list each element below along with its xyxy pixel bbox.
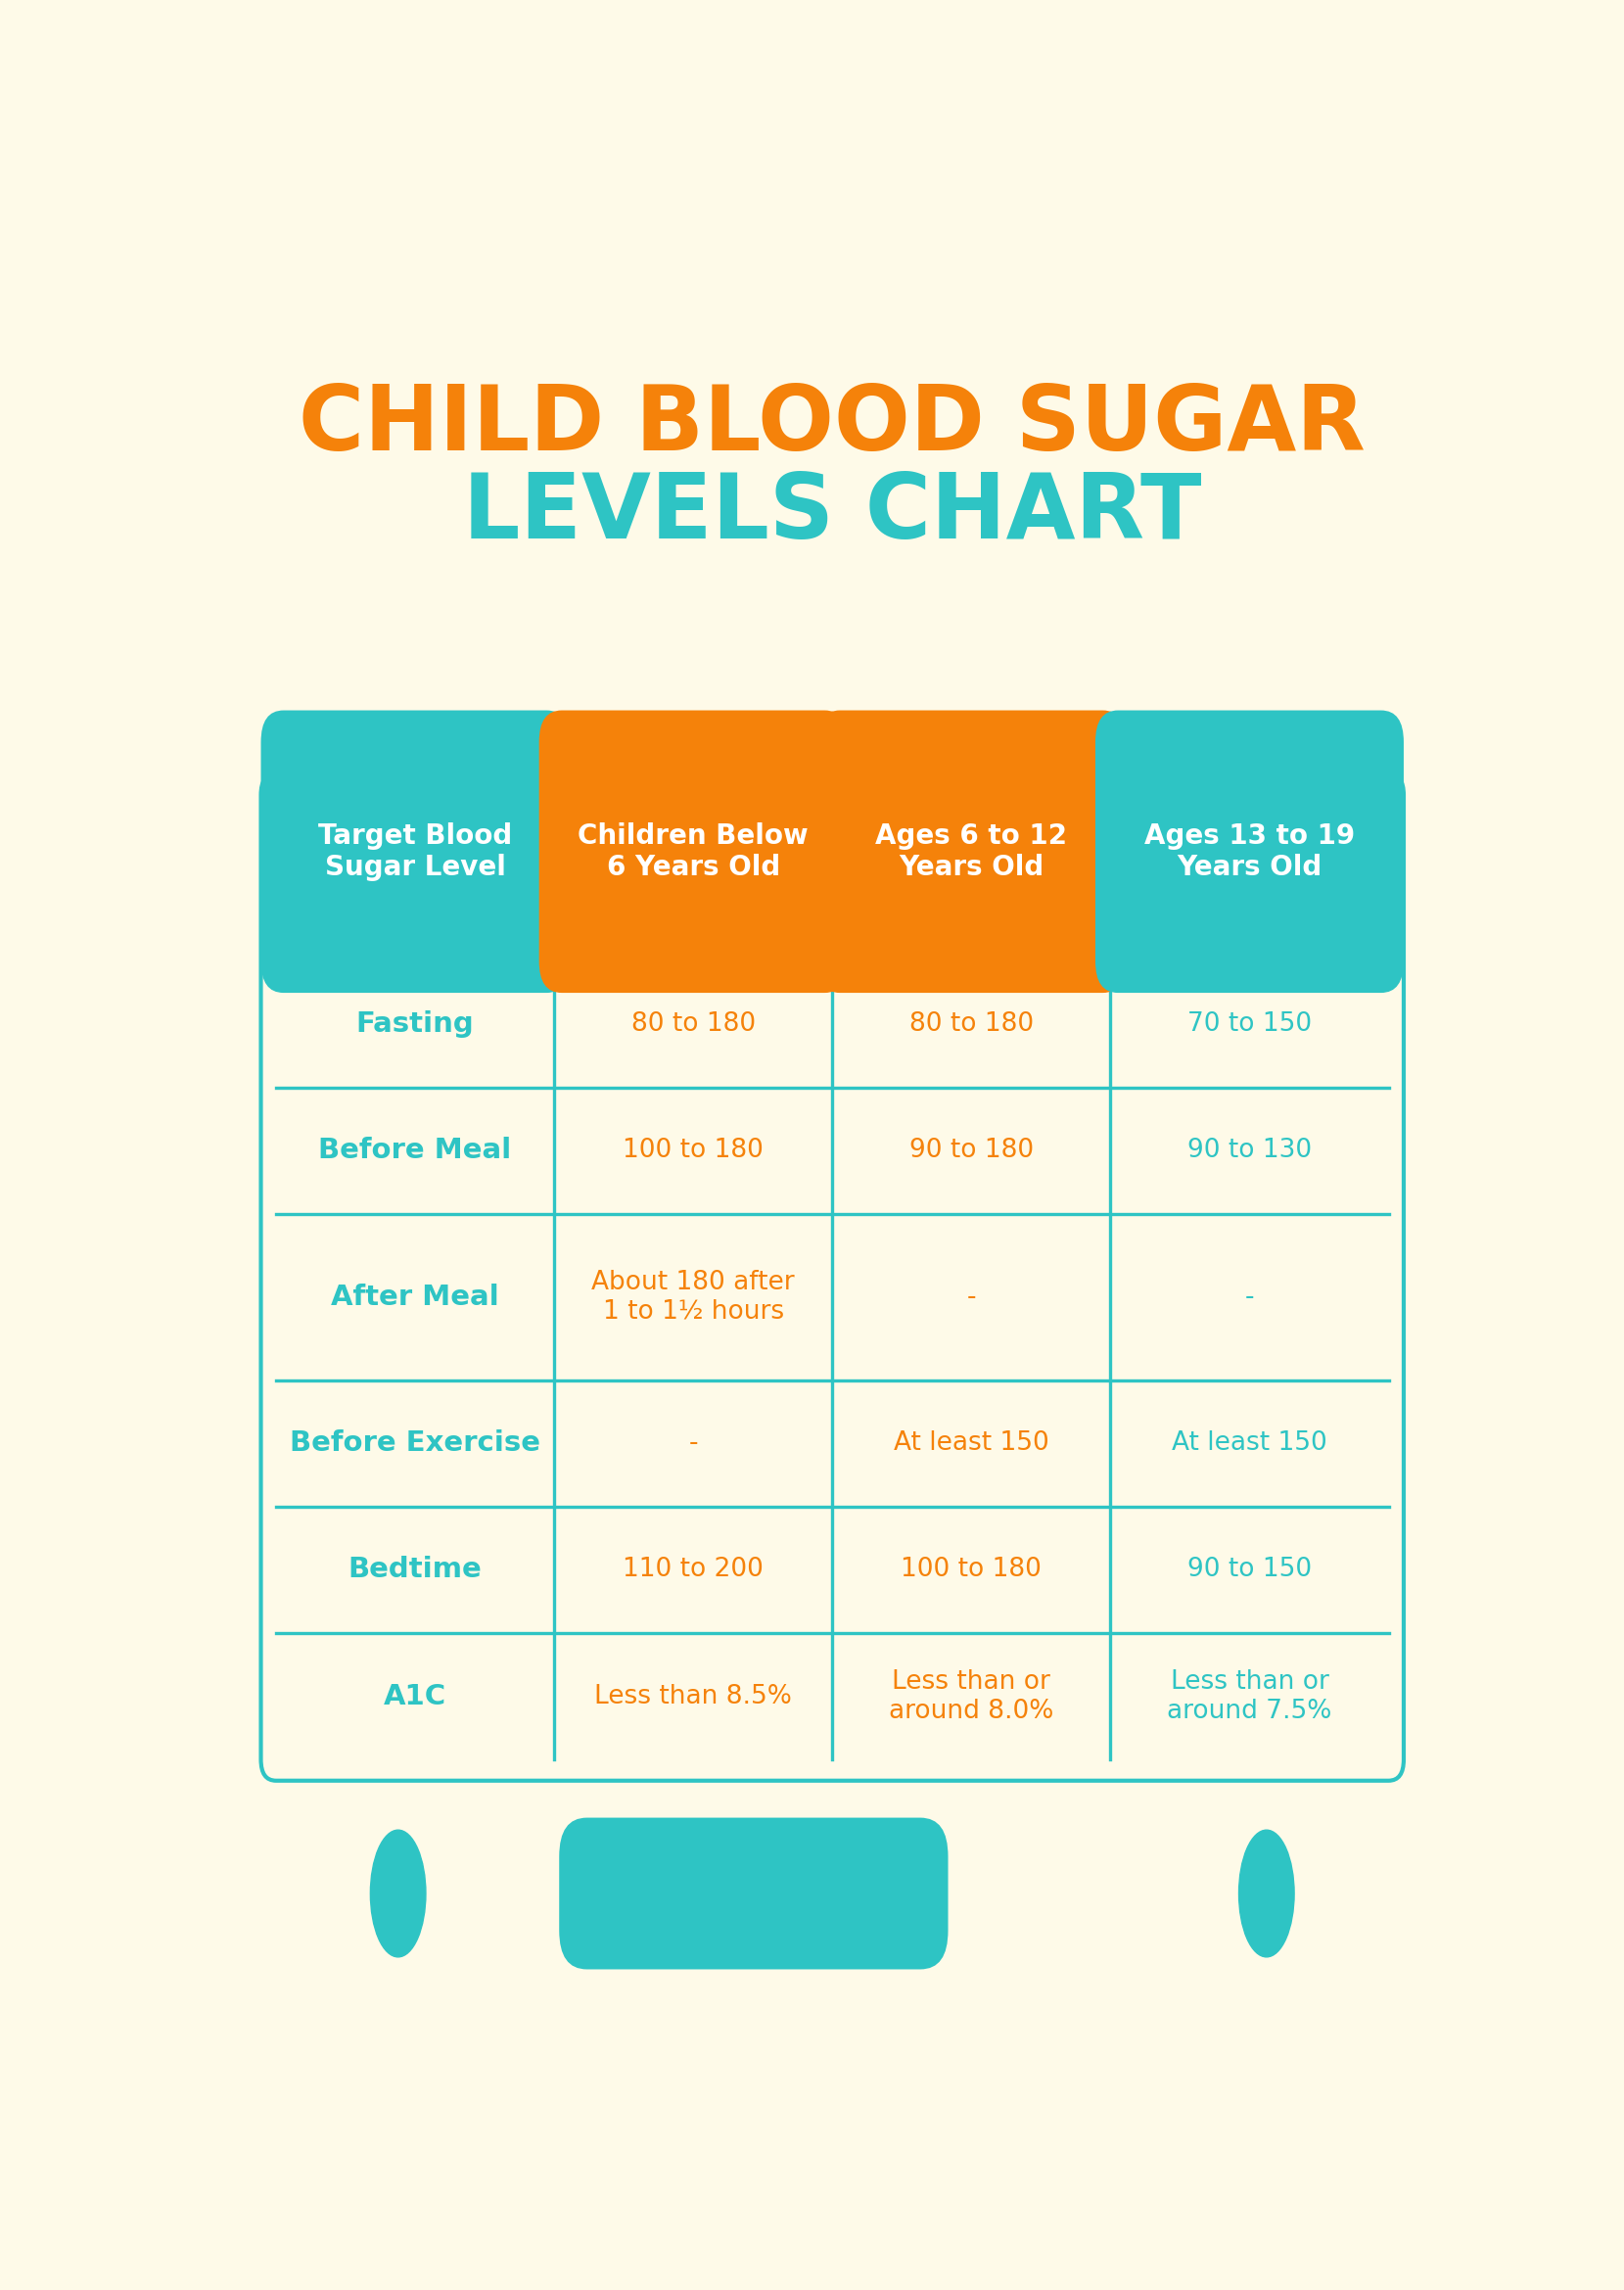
Text: 70 to 150: 70 to 150	[1187, 1012, 1312, 1037]
Text: 90 to 180: 90 to 180	[909, 1138, 1033, 1163]
Text: Ages 13 to 19
Years Old: Ages 13 to 19 Years Old	[1145, 822, 1354, 882]
Text: -: -	[966, 1285, 976, 1310]
Text: 110 to 200: 110 to 200	[624, 1557, 763, 1582]
FancyBboxPatch shape	[559, 1818, 948, 1969]
Text: 80 to 180: 80 to 180	[909, 1012, 1033, 1037]
Text: Fasting: Fasting	[356, 1010, 474, 1037]
Text: Less than 8.5%: Less than 8.5%	[594, 1683, 793, 1708]
Text: Before Exercise: Before Exercise	[289, 1429, 541, 1456]
Text: A1C: A1C	[383, 1683, 447, 1711]
FancyBboxPatch shape	[817, 710, 1125, 994]
Text: Less than or
around 7.5%: Less than or around 7.5%	[1168, 1669, 1332, 1724]
Text: -: -	[1246, 1285, 1254, 1310]
Text: CHILD BLOOD SUGAR: CHILD BLOOD SUGAR	[299, 380, 1366, 469]
Text: At least 150: At least 150	[893, 1431, 1049, 1456]
Ellipse shape	[1239, 1830, 1294, 1958]
Text: 90 to 130: 90 to 130	[1187, 1138, 1312, 1163]
FancyBboxPatch shape	[261, 710, 570, 994]
Text: 100 to 180: 100 to 180	[624, 1138, 763, 1163]
Text: -: -	[689, 1431, 698, 1456]
Text: Children Below
6 Years Old: Children Below 6 Years Old	[578, 822, 809, 882]
Ellipse shape	[370, 1830, 425, 1958]
FancyBboxPatch shape	[1095, 710, 1403, 994]
Text: 80 to 180: 80 to 180	[632, 1012, 755, 1037]
Text: 90 to 150: 90 to 150	[1187, 1557, 1312, 1582]
Text: At least 150: At least 150	[1173, 1431, 1327, 1456]
Text: Bedtime: Bedtime	[348, 1557, 482, 1582]
Text: Less than or
around 8.0%: Less than or around 8.0%	[888, 1669, 1054, 1724]
Text: About 180 after
1 to 1½ hours: About 180 after 1 to 1½ hours	[591, 1269, 794, 1324]
Text: After Meal: After Meal	[331, 1282, 499, 1310]
FancyBboxPatch shape	[539, 710, 848, 994]
Text: 100 to 180: 100 to 180	[901, 1557, 1041, 1582]
Text: LEVELS CHART: LEVELS CHART	[463, 469, 1202, 556]
Text: Before Meal: Before Meal	[318, 1138, 512, 1166]
Text: Ages 6 to 12
Years Old: Ages 6 to 12 Years Old	[875, 822, 1067, 882]
Text: Target Blood
Sugar Level: Target Blood Sugar Level	[318, 822, 512, 882]
